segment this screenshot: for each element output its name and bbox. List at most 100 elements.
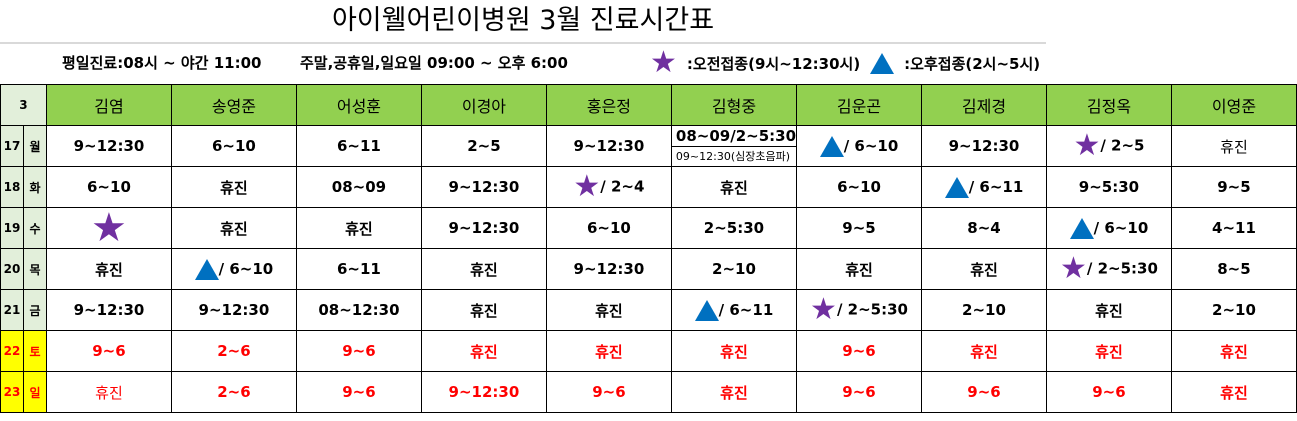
cell-text: 휴진 (970, 342, 998, 361)
table-row: 20 목 휴진 / 6~10 6~11 휴진 9~12:30 2~10 휴진 휴진 ★/ 2~5:3… (0, 248, 1297, 290)
doctor-header: 홍은정 (545, 84, 672, 126)
cell-text: 휴진 (1095, 342, 1123, 361)
day-cell: 일 (22, 371, 47, 413)
schedule-cell: 2~5:30 (670, 207, 798, 249)
cell-text: 9~12:30 (573, 260, 645, 278)
schedule-cell: 휴진 (170, 207, 297, 249)
cell-text: / 2~5 (1100, 136, 1145, 155)
triangle-icon (819, 135, 844, 157)
schedule-cell: 9~12:30 (420, 166, 547, 208)
cell-text: 2~10 (712, 260, 756, 278)
cell-text: 9~5 (842, 219, 876, 237)
schedule-cell: 9~12:30 (420, 207, 547, 249)
cell-text: 9~12:30 (73, 301, 145, 319)
cell-text: 6~10 (87, 178, 131, 196)
cell-text: 휴진 (220, 178, 248, 197)
date-cell: 20 (0, 248, 24, 290)
legend: ★ :오전접종(9시~12:30시) :오후접종(2시~5시) (650, 42, 1040, 84)
day-cell: 수 (22, 207, 47, 249)
schedule-cell: 6~11 (295, 125, 422, 167)
schedule-cell: 9~6 (796, 371, 922, 413)
cell-text: 9~12:30 (948, 137, 1020, 155)
cell-text: / 6~10 (1093, 218, 1149, 237)
doctor-header: 김운곤 (796, 84, 922, 126)
schedule-cell: ★/ 2~5:30 (1045, 248, 1172, 290)
cell-text: 9~6 (342, 342, 376, 360)
doctor-header: 어성훈 (295, 84, 422, 126)
schedule-cell: 08~12:30 (295, 289, 422, 331)
schedule-table: 3 김염 송영준 어성훈 이경아 홍은정 김형중 김운곤 김제경 김정옥 이영준 17 월 9~12:… (0, 84, 1297, 413)
cell-text: 9~6 (92, 342, 126, 360)
cell-text: 9~12:30 (448, 383, 520, 401)
day-cell: 월 (22, 125, 47, 167)
cell-text: 2~5:30 (703, 219, 765, 237)
cell-text: 6~10 (586, 219, 631, 237)
cell-text: 휴진 (720, 383, 748, 402)
schedule-cell: 휴진 (1170, 371, 1297, 413)
day-cell: 토 (22, 330, 47, 372)
cell-text: 휴진 (95, 383, 123, 402)
schedule-cell: 9~12:30 (545, 248, 672, 290)
header-row: 3 김염 송영준 어성훈 이경아 홍은정 김형중 김운곤 김제경 김정옥 이영준 (0, 84, 1297, 126)
cell-text: 9~12:30 (73, 137, 145, 155)
schedule-cell: 휴진 (170, 166, 297, 208)
cell-text: / 6~10 (218, 259, 274, 278)
doctor-header: 이영준 (1170, 84, 1297, 126)
month-cell: 3 (0, 84, 47, 126)
schedule-cell: 9~5 (1170, 166, 1297, 208)
schedule-cell: 9~12:30 (420, 371, 547, 413)
cell-text: 휴진 (470, 342, 498, 361)
schedule-cell: 2~6 (170, 371, 297, 413)
schedule-cell: ★/ 2~5 (1045, 125, 1172, 167)
triangle-legend-label: :오후접종(2시~5시) (904, 54, 1041, 73)
cell-text: 휴진 (95, 260, 123, 279)
cell-text: 휴진 (470, 260, 498, 279)
weekday-hours: 평일진료:08시 ~ 야간 11:00 (62, 54, 262, 72)
star-icon: ★ (1073, 128, 1101, 163)
table-row: 19 수 ★ 휴진 휴진 9~12:30 6~10 2~5:30 9~5 8~4 / 6~10 4~1… (0, 207, 1297, 249)
schedule-cell: 휴진 (1170, 330, 1297, 372)
schedule-cell: 휴진 (545, 330, 672, 372)
table-row: 21 금 9~12:30 9~12:30 08~12:30 휴진 휴진 / 6~11 ★/ 2~… (0, 289, 1297, 331)
star-legend-label: :오전접종(9시~12:30시) (686, 54, 861, 73)
schedule-cell: 휴진 (1045, 330, 1172, 372)
cell-text: 9~12:30 (573, 137, 645, 155)
schedule-cell: 6~11 (295, 248, 422, 290)
cell-text: / 2~5:30 (836, 300, 908, 319)
schedule-cell: ★/ 2~4 (545, 166, 672, 208)
schedule-cell: 9~5:30 (1045, 166, 1172, 208)
date-cell: 17 (0, 125, 24, 167)
cell-text: 2~6 (217, 383, 251, 401)
schedule-cell: 2~5 (420, 125, 547, 167)
schedule-cell: / 6~11 (921, 166, 1047, 208)
cell-text: 08~12:30 (318, 301, 400, 319)
star-icon: ★ (1060, 251, 1087, 286)
triangle-icon (870, 52, 895, 74)
schedule-cell: 휴진 (420, 330, 547, 372)
cell-text: 9~12:30 (198, 301, 270, 319)
cell-text: 08~09 (331, 178, 387, 196)
doctor-header: 김정옥 (1045, 84, 1172, 126)
schedule-cell: / 6~10 (1045, 207, 1172, 249)
cell-text: 6~10 (837, 178, 881, 196)
cell-text: 9~12:30 (448, 219, 520, 237)
cell-text: 휴진 (1220, 137, 1248, 156)
schedule-cell: 휴진 (670, 166, 798, 208)
doctor-header: 송영준 (170, 84, 297, 126)
cell-text: / 2~5:30 (1086, 259, 1158, 278)
table-row: 18 화 6~10 휴진 08~09 9~12:30 ★/ 2~4 휴진 6~10 / 6~11 9… (0, 166, 1297, 208)
schedule-cell: ★ (45, 207, 172, 249)
date-cell: 18 (0, 166, 24, 208)
schedule-cell: 휴진 (45, 371, 172, 413)
cell-text: 휴진 (595, 342, 623, 361)
schedule-cell: 8~4 (921, 207, 1047, 249)
schedule-cell: 휴진 (420, 289, 547, 331)
doctor-header: 김염 (45, 84, 172, 126)
schedule-cell: 2~10 (1170, 289, 1297, 331)
table-row: 17 월 9~12:30 6~10 6~11 2~5 9~12:30 08~09/2~5:30… (0, 125, 1297, 167)
schedule-cell: 9~5 (796, 207, 922, 249)
schedule-cell: ★/ 2~5:30 (796, 289, 922, 331)
cell-text: 휴진 (845, 260, 873, 279)
schedule-cell: 휴진 (295, 207, 422, 249)
cell-text: 휴진 (220, 219, 248, 238)
